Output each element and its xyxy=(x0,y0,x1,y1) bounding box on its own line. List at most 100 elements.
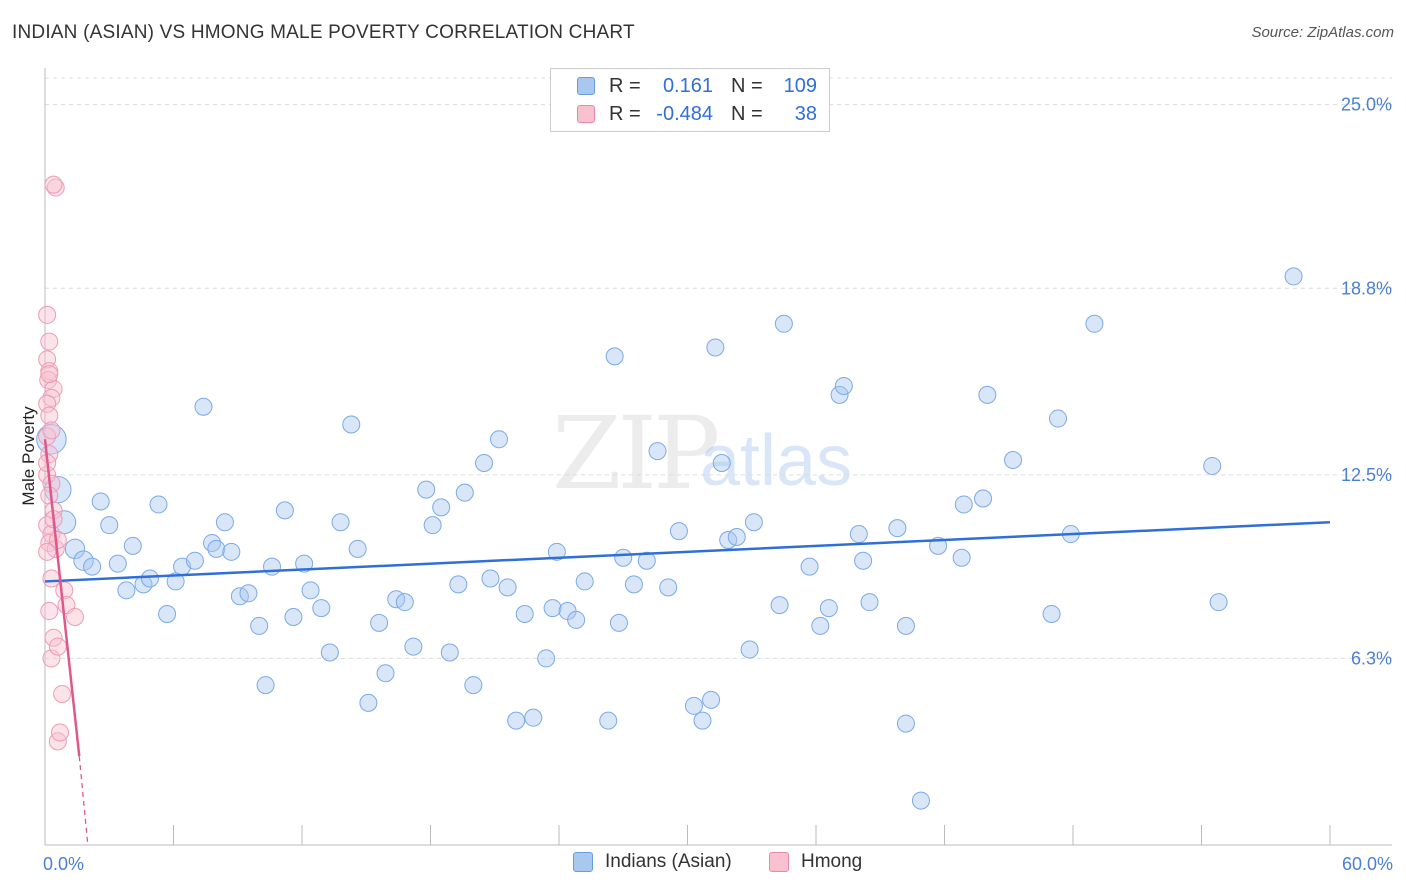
indians-point xyxy=(158,605,177,624)
indians-point xyxy=(64,538,86,560)
series-legend: Indians (Asian) Hmong xyxy=(0,851,1406,877)
indians-point xyxy=(1042,605,1061,624)
indians-point xyxy=(896,616,915,635)
indians-point xyxy=(475,453,494,472)
indians-point xyxy=(185,551,204,570)
series-label-indians: Indians (Asian) xyxy=(605,851,732,872)
hmong-point xyxy=(44,379,63,398)
legend-swatch-hmong xyxy=(577,105,595,123)
indians-point xyxy=(440,643,459,662)
indians-point xyxy=(376,664,395,683)
indians-point xyxy=(370,613,389,632)
legend-r-value: -0.484 xyxy=(656,102,713,125)
series-swatch-indians xyxy=(573,852,593,872)
hmong-point xyxy=(40,602,59,621)
indians-point xyxy=(888,519,907,538)
indians-point xyxy=(954,495,973,514)
series-legend-indians: Indians (Asian) xyxy=(573,851,732,873)
hmong-point xyxy=(42,421,61,440)
indians-point xyxy=(432,498,451,517)
indians-point xyxy=(567,610,586,629)
x-tick-label: 0.0% xyxy=(43,854,84,874)
indians-point xyxy=(404,637,423,656)
indians-point xyxy=(605,347,624,366)
indians-point xyxy=(1085,314,1104,333)
legend-r-label: R = xyxy=(609,102,641,125)
indians-point xyxy=(149,495,168,514)
indians-point xyxy=(284,607,303,626)
indians-point xyxy=(637,551,656,570)
indians-point xyxy=(507,711,526,730)
indians-point xyxy=(1209,593,1228,612)
indians-point xyxy=(684,696,703,715)
hmong-point xyxy=(40,406,59,425)
legend-r-label: R = xyxy=(609,74,641,97)
y-tick-label: 12.5% xyxy=(1341,465,1392,485)
y-axis-title: Male Poverty xyxy=(19,406,38,506)
indians-point xyxy=(312,599,331,618)
legend-swatch-indians xyxy=(577,77,595,95)
indians-point xyxy=(609,613,628,632)
indians-point xyxy=(481,569,500,588)
hmong-point xyxy=(42,569,61,588)
indians-point xyxy=(599,711,618,730)
indians-point xyxy=(547,542,566,561)
series-label-hmong: Hmong xyxy=(801,851,863,872)
indians-point xyxy=(91,492,110,511)
indians-point xyxy=(952,548,971,567)
indians-point xyxy=(860,593,879,612)
indians-point xyxy=(123,536,142,555)
hmong-point xyxy=(44,175,63,194)
hmong-point xyxy=(38,350,57,369)
series-swatch-hmong xyxy=(769,852,789,872)
hmong-point xyxy=(50,723,69,742)
indians-point xyxy=(263,557,282,576)
indians-point xyxy=(727,528,746,547)
hmong-point xyxy=(44,628,63,647)
indians-point xyxy=(464,676,483,695)
indians-point xyxy=(774,314,793,333)
indians-point xyxy=(974,489,993,508)
indians-point xyxy=(537,649,556,668)
indians-point xyxy=(423,516,442,535)
indians-point xyxy=(702,690,721,709)
indians-point xyxy=(73,550,94,571)
indians-point xyxy=(449,575,468,594)
hmong-point xyxy=(40,365,59,384)
indians-point xyxy=(575,572,594,591)
indians-point xyxy=(348,539,367,558)
indians-point xyxy=(706,338,725,357)
indians-point xyxy=(524,708,543,727)
indians-point xyxy=(669,522,688,541)
source-credit: Source: ZipAtlas.com xyxy=(1251,24,1394,41)
hmong-point xyxy=(46,178,65,197)
indians-point xyxy=(770,596,789,615)
indians-point xyxy=(744,513,763,532)
indians-point xyxy=(301,581,320,600)
hmong-trend-line xyxy=(43,439,81,757)
indians-point xyxy=(395,593,414,612)
indians-point xyxy=(207,539,226,558)
indians-point xyxy=(819,599,838,618)
indians-point xyxy=(117,581,136,600)
indians-point xyxy=(100,516,119,535)
y-tick-label: 6.3% xyxy=(1351,648,1392,668)
indians-point xyxy=(295,554,314,573)
legend-row-hmong: R = -0.484 N = 38 xyxy=(551,101,817,127)
indians-point xyxy=(455,483,474,502)
indians-point xyxy=(239,584,258,603)
hmong-point xyxy=(38,542,57,561)
indians-point xyxy=(854,551,873,570)
hmong-point xyxy=(48,637,67,656)
indians-point xyxy=(359,693,378,712)
stats-legend: R = 0.161 N = 109 R = -0.484 N = 38 xyxy=(550,68,830,132)
hmong-point xyxy=(38,305,57,324)
legend-n-label: N = xyxy=(731,74,763,97)
indians-point xyxy=(712,453,731,472)
indians-point xyxy=(498,578,517,597)
indians-point xyxy=(911,791,930,810)
hmong-point xyxy=(42,649,61,668)
indians-point xyxy=(342,415,361,434)
watermark-atlas: atlas xyxy=(700,421,853,501)
